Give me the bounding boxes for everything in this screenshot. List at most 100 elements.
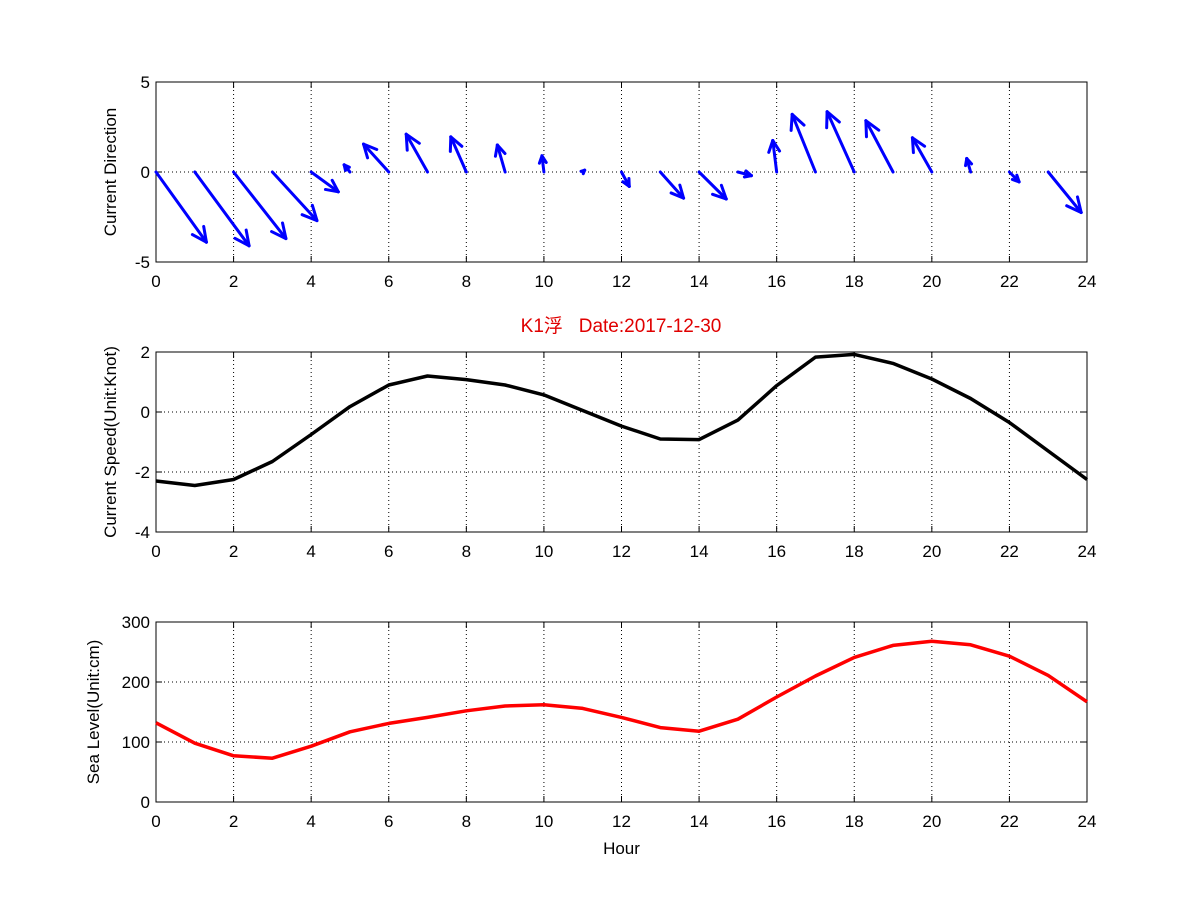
current-arrow xyxy=(232,170,288,241)
x-tick-label: 4 xyxy=(306,812,315,831)
x-tick-label: 18 xyxy=(845,812,864,831)
y-tick-label: -2 xyxy=(135,463,150,482)
x-tick-label: 6 xyxy=(384,272,393,291)
arrow-head xyxy=(719,183,728,201)
current-arrow xyxy=(1007,170,1021,184)
arrow-shaft xyxy=(404,132,430,174)
arrow-head xyxy=(449,135,464,148)
x-tick-label: 16 xyxy=(767,272,786,291)
y-tick-label: 100 xyxy=(122,733,150,752)
arrow-head xyxy=(789,112,794,132)
arrow-head xyxy=(233,236,251,248)
current-arrow xyxy=(362,142,391,174)
x-tick-label: 22 xyxy=(1000,812,1019,831)
series-line xyxy=(155,352,1089,488)
y-tick-label: -5 xyxy=(135,253,150,272)
arrow-shaft xyxy=(193,170,251,248)
arrow-head xyxy=(323,187,340,194)
arrow-head xyxy=(300,213,319,223)
arrow-shaft xyxy=(910,136,934,174)
arrow-shaft xyxy=(864,119,895,174)
x-tick-label: 10 xyxy=(534,812,553,831)
arrow-shaft xyxy=(232,170,288,241)
arrow-head xyxy=(767,139,775,154)
x-tick-label: 8 xyxy=(462,812,471,831)
arrow-head xyxy=(270,230,288,241)
current-arrow xyxy=(270,170,319,223)
x-tick-label: 20 xyxy=(922,272,941,291)
current-arrow xyxy=(964,157,974,174)
x-tick-label: 14 xyxy=(690,272,709,291)
arrow-shaft xyxy=(309,170,340,194)
current-arrow xyxy=(154,170,208,244)
arrow-shaft xyxy=(771,139,779,174)
arrow-head xyxy=(202,224,208,244)
arrow-shaft xyxy=(270,170,319,223)
arrow-shaft xyxy=(495,143,507,174)
current-arrow xyxy=(537,154,548,174)
arrow-head xyxy=(910,136,927,148)
current-arrow xyxy=(789,112,817,174)
x-tick-label: 8 xyxy=(462,272,471,291)
y-axis-label: Current Direction xyxy=(101,108,120,237)
x-tick-label: 14 xyxy=(690,812,709,831)
x-tick-label: 0 xyxy=(151,542,160,561)
arrow-head xyxy=(1010,177,1021,184)
x-tick-label: 18 xyxy=(845,272,864,291)
y-tick-label: 300 xyxy=(122,613,150,632)
arrow-head xyxy=(669,191,686,200)
arrow-shaft xyxy=(1046,170,1083,214)
x-tick-label: 2 xyxy=(229,812,238,831)
arrow-head xyxy=(244,228,251,248)
x-tick-label: 12 xyxy=(612,542,631,561)
current-arrow xyxy=(767,139,782,174)
arrow-head xyxy=(1075,195,1083,214)
arrow-head xyxy=(742,174,753,179)
y-tick-label: -4 xyxy=(135,523,150,542)
current-arrow xyxy=(864,119,895,174)
x-tick-label: 10 xyxy=(534,272,553,291)
arrow-shaft xyxy=(790,112,817,174)
series-line xyxy=(155,639,1088,760)
arrow-head xyxy=(1065,204,1083,214)
current-arrow xyxy=(825,110,856,174)
arrow-shaft xyxy=(362,142,391,174)
arrow-head xyxy=(495,143,507,156)
y-tick-label: 0 xyxy=(141,793,150,812)
arrow-head xyxy=(404,132,421,145)
arrow-head xyxy=(864,119,881,132)
arrow-head xyxy=(771,139,782,153)
arrow-head xyxy=(864,119,868,139)
arrow-head xyxy=(621,180,631,188)
x-tick-label: 12 xyxy=(612,272,631,291)
y-tick-label: 2 xyxy=(141,343,150,362)
arrow-shaft xyxy=(658,170,686,200)
arrow-shaft xyxy=(449,135,468,174)
current-arrow xyxy=(448,135,468,174)
arrow-head xyxy=(540,154,548,164)
arrow-shaft xyxy=(154,170,208,244)
arrow-head xyxy=(404,132,409,152)
y-axis-label: Current Speed(Unit:Knot) xyxy=(101,346,120,538)
arrow-head xyxy=(790,112,806,127)
x-tick-label: 14 xyxy=(690,542,709,561)
current-arrow xyxy=(658,170,686,200)
current-arrow xyxy=(620,170,631,188)
arrow-head xyxy=(310,203,319,223)
figure-title: K1浮 Date:2017-12-30 xyxy=(521,315,722,337)
x-tick-label: 24 xyxy=(1078,272,1097,291)
arrow-head xyxy=(581,168,587,176)
current-arrow xyxy=(1046,170,1083,214)
x-tick-label: 12 xyxy=(612,812,631,831)
x-tick-label: 0 xyxy=(151,812,160,831)
y-tick-label: 0 xyxy=(141,163,150,182)
arrow-shaft xyxy=(697,170,728,201)
x-tick-label: 22 xyxy=(1000,542,1019,561)
arrow-head xyxy=(965,157,974,166)
x-tick-label: 24 xyxy=(1078,542,1097,561)
x-tick-label: 6 xyxy=(384,542,393,561)
